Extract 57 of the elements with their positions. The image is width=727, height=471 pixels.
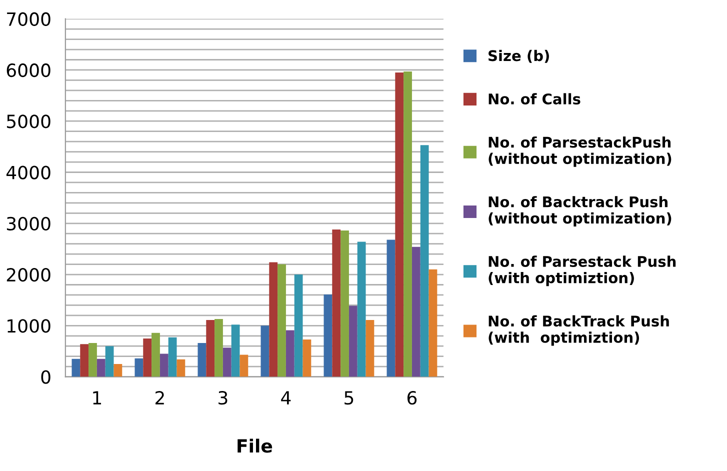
y-tick-label: 5000 <box>6 114 50 128</box>
bar <box>420 145 429 377</box>
legend-label: No. of Backtrack Push (without optimization) <box>488 196 672 227</box>
bar <box>348 306 358 377</box>
bar <box>366 320 374 377</box>
x-axis-title: File <box>238 438 272 453</box>
bar <box>168 337 177 377</box>
y-tick-label: 6000 <box>6 63 50 78</box>
y-tick-label: 2000 <box>6 268 50 282</box>
bar <box>428 269 438 377</box>
bar <box>105 346 114 377</box>
bar <box>340 230 349 377</box>
bar <box>222 348 232 377</box>
legend-label: No. of ParsestackPush (without optimization) <box>488 136 672 167</box>
y-tick-label: 3000 <box>6 216 50 231</box>
bar <box>198 343 206 377</box>
bar <box>395 72 404 377</box>
bar <box>96 358 106 377</box>
bar <box>114 364 122 377</box>
x-tick-label: 4 <box>281 391 291 404</box>
bar <box>332 230 341 377</box>
bar <box>160 354 168 377</box>
bar <box>386 240 396 377</box>
y-tick-label: 1000 <box>8 319 50 333</box>
bar <box>286 330 294 377</box>
bar <box>240 354 248 377</box>
bar <box>206 320 215 377</box>
bar <box>88 343 97 377</box>
bar <box>176 359 186 377</box>
bar <box>294 274 303 377</box>
x-tick-label: 6 <box>407 391 417 405</box>
bar <box>72 358 80 377</box>
bar <box>302 339 312 377</box>
y-tick-label: 4000 <box>6 166 50 180</box>
bar <box>80 344 89 377</box>
x-tick-label: 2 <box>156 391 164 404</box>
y-tick-label: 7000 <box>7 12 50 26</box>
x-tick-label: 3 <box>218 391 228 405</box>
bar <box>143 338 152 377</box>
bar <box>269 262 278 377</box>
bar <box>134 358 144 377</box>
legend-label: No. of Parsestack Push (with optimiztion) <box>488 256 676 286</box>
bar <box>412 246 420 377</box>
bar <box>404 72 412 377</box>
y-tick-label: 0 <box>41 370 50 384</box>
bar <box>278 264 286 377</box>
bar <box>214 319 223 377</box>
x-tick-label: 5 <box>344 391 354 405</box>
legend-label: Size (b) <box>488 50 549 63</box>
bar <box>152 332 160 377</box>
bar <box>357 242 366 377</box>
legend-label: No. of BackTrack Push (with optimiztion) <box>488 315 669 346</box>
bar <box>324 294 332 377</box>
legend-label: No. of Calls <box>488 93 580 104</box>
bar <box>231 324 240 377</box>
bar <box>260 326 270 377</box>
x-tick-label: 1 <box>93 391 102 404</box>
